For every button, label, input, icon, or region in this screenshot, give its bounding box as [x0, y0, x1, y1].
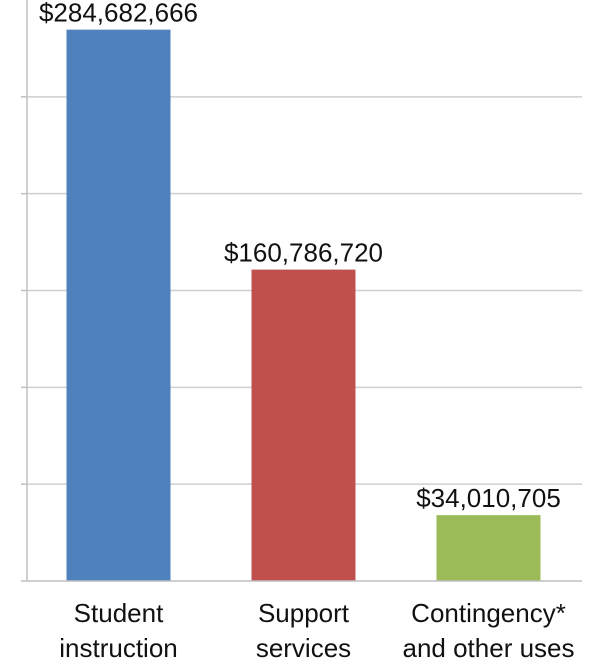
bar: [67, 30, 171, 581]
category-labels: Student instruction Support services Conting…: [59, 598, 574, 663]
data-label: $284,682,666: [39, 0, 198, 28]
category-label: Contingency*: [411, 598, 566, 628]
category-label: Student: [74, 598, 164, 628]
category-label: instruction: [59, 633, 178, 663]
bar: [437, 515, 541, 581]
category-label: and other uses: [402, 633, 574, 663]
data-label: $34,010,705: [416, 483, 561, 513]
data-label: $160,786,720: [224, 238, 383, 268]
category-label: services: [256, 633, 351, 663]
category-label: Support: [258, 598, 350, 628]
bar: [252, 270, 356, 581]
